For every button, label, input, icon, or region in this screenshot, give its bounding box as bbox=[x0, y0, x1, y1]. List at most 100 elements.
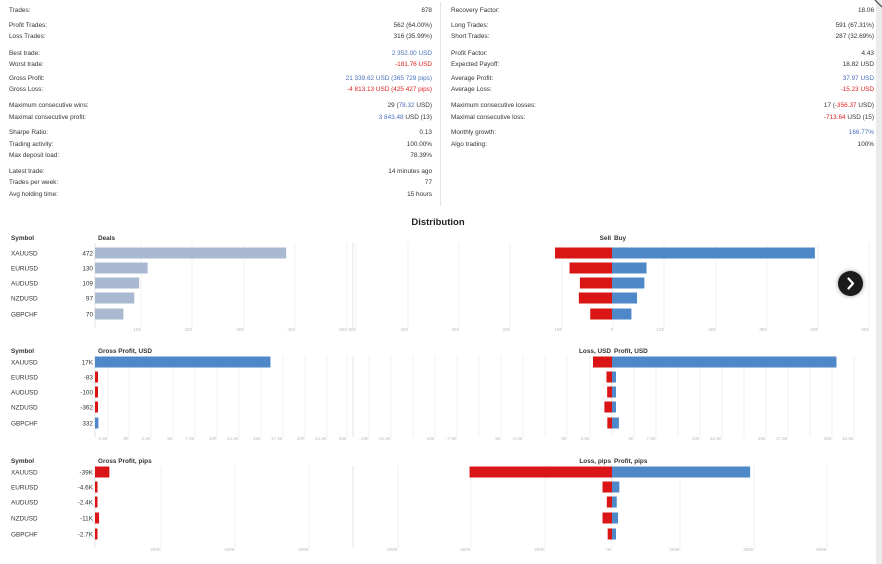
tick-label: 200K bbox=[534, 547, 546, 552]
close-icon[interactable] bbox=[874, 0, 882, 8]
left-bar-xauusd bbox=[95, 356, 271, 368]
tick-label: -7.5K bbox=[446, 436, 458, 441]
left-bar-audusd bbox=[95, 277, 140, 289]
stat-row: Max deposit load: 78.39% bbox=[9, 151, 432, 161]
tick-label: 22.5K bbox=[842, 436, 855, 441]
loss-bar-nzdusd bbox=[578, 292, 612, 304]
stat-value-part: 3 843.48 bbox=[378, 114, 404, 121]
stat-value: 18.82 USD bbox=[842, 61, 874, 68]
loss-bar-audusd bbox=[606, 496, 612, 508]
stat-value: 166.77% bbox=[848, 129, 874, 136]
tick-label: -2.5K bbox=[512, 436, 524, 441]
stat-value: 100% bbox=[857, 141, 874, 148]
stat-row: Expected Payoff: 18.82 USD bbox=[451, 60, 874, 70]
stat-value: 4.43 bbox=[861, 50, 874, 57]
stat-row: Trades per week: 77 bbox=[9, 178, 432, 188]
tick-label: 0K bbox=[561, 436, 568, 441]
next-page-button[interactable] bbox=[838, 271, 863, 296]
stat-value: 17 (-356.37 USD) bbox=[824, 101, 874, 111]
symbol-label: EURUSD bbox=[11, 265, 38, 272]
stat-value: 15 hours bbox=[407, 191, 432, 198]
left-bar-audusd bbox=[95, 496, 98, 508]
tick-label: 500 bbox=[339, 327, 347, 332]
chevron-right-icon bbox=[847, 277, 855, 290]
stat-label: Avg holding time: bbox=[9, 191, 58, 198]
stat-value-part: USD (15) bbox=[845, 114, 874, 121]
tick-label: 0K bbox=[123, 436, 130, 441]
stat-row: Maximum consecutive wins: 29 (78.32 USD) bbox=[9, 101, 432, 111]
stat-value: 0.13 bbox=[419, 129, 432, 136]
profit-bar-gbpchf bbox=[612, 308, 632, 320]
stat-label: Max deposit load: bbox=[9, 152, 60, 159]
left-bar-eurusd bbox=[95, 262, 148, 274]
tick-label: 600K bbox=[298, 547, 310, 552]
stat-label: Maximal consecutive profit: bbox=[9, 114, 87, 121]
symbol-label: GBPCHF bbox=[11, 311, 38, 318]
stat-row: Algo trading: 100% bbox=[451, 140, 874, 150]
left-bar-nzdusd bbox=[95, 292, 135, 304]
stat-value-part: 78.32 bbox=[398, 102, 415, 109]
stat-label: Trading activity: bbox=[9, 141, 54, 148]
stat-value-part: 17 ( bbox=[823, 102, 835, 109]
symbol-label: GBPCHF bbox=[11, 420, 38, 427]
left-bar-nzdusd bbox=[95, 512, 100, 524]
distribution-title: Distribution bbox=[411, 217, 465, 228]
stats-divider bbox=[440, 2, 441, 206]
value-label: -2.4K bbox=[78, 499, 94, 506]
stat-label: Long Trades: bbox=[451, 22, 489, 29]
profit-bar-xauusd bbox=[612, 247, 815, 259]
stat-label: Trades: bbox=[9, 7, 31, 14]
left-bar-eurusd bbox=[95, 481, 98, 493]
stat-value: 3 843.48 USD (13) bbox=[379, 113, 432, 123]
left-bar-xauusd bbox=[95, 466, 110, 478]
profit-bar-eurusd bbox=[612, 262, 647, 274]
stat-label: Short Trades: bbox=[451, 33, 490, 40]
tick-label: -2.5K bbox=[97, 436, 109, 441]
stat-value: -15.23 USD bbox=[840, 86, 874, 93]
stat-row: Profit Trades: 562 (64.00%) bbox=[9, 21, 432, 31]
tick-label: 12.5K bbox=[227, 436, 240, 441]
loss-bar-xauusd bbox=[593, 356, 612, 368]
tick-label: 200 bbox=[708, 327, 716, 332]
stat-value: -181.76 USD bbox=[395, 61, 432, 68]
stat-value: -713.64 USD (15) bbox=[824, 113, 874, 123]
tick-label: 12.5K bbox=[710, 436, 723, 441]
stat-label: Recovery Factor: bbox=[451, 7, 500, 14]
symbol-label: NZDUSD bbox=[11, 404, 38, 411]
value-label: -11K bbox=[80, 515, 94, 522]
loss-bar-nzdusd bbox=[604, 401, 612, 413]
loss-bar-gbpchf bbox=[590, 308, 612, 320]
tick-label: -15K bbox=[359, 436, 370, 441]
left-bar-audusd bbox=[95, 386, 98, 398]
profit-bar-gbpchf bbox=[612, 528, 616, 540]
tick-label: 17.5K bbox=[271, 436, 284, 441]
chart-title: Gross Profit, pips bbox=[98, 458, 152, 465]
tick-label: 300 bbox=[451, 327, 459, 332]
value-label: 332 bbox=[82, 420, 93, 427]
tick-label: 100 bbox=[554, 327, 562, 332]
tick-label: 400K bbox=[224, 547, 236, 552]
stat-row: Maximum consecutive losses: 17 (-356.37 U… bbox=[451, 101, 874, 111]
tick-label: 7.5K bbox=[647, 436, 657, 441]
stat-row: Gross Profit: 21 339.62 USD (365 729 pips… bbox=[9, 74, 432, 84]
stat-row: Profit Factor: 4.43 bbox=[451, 49, 874, 59]
value-label: 97 bbox=[86, 295, 94, 302]
left-bar-gbpchf bbox=[95, 528, 98, 540]
symbol-label: XAUUSD bbox=[11, 250, 38, 257]
loss-bar-xauusd bbox=[555, 247, 612, 259]
symbol-header: Symbol bbox=[11, 458, 34, 465]
loss-bar-eurusd bbox=[569, 262, 612, 274]
stat-value: 2 352.00 USD bbox=[391, 50, 432, 57]
loss-bar-xauusd bbox=[469, 466, 612, 478]
loss-bar-eurusd bbox=[606, 371, 612, 383]
stat-row: Best trade: 2 352.00 USD bbox=[9, 49, 432, 59]
tick-label: 100 bbox=[656, 327, 664, 332]
tick-label: 20K bbox=[297, 436, 306, 441]
symbol-label: XAUUSD bbox=[11, 359, 38, 366]
chart-right-right-label: Profit, USD bbox=[614, 348, 648, 355]
profit-bar-xauusd bbox=[612, 466, 751, 478]
stat-label: Monthly growth: bbox=[451, 129, 497, 136]
tick-label: 17.5K bbox=[776, 436, 789, 441]
stat-row: Average Loss: -15.23 USD bbox=[451, 85, 874, 95]
stat-row: Worst trade: -181.76 USD bbox=[9, 60, 432, 70]
